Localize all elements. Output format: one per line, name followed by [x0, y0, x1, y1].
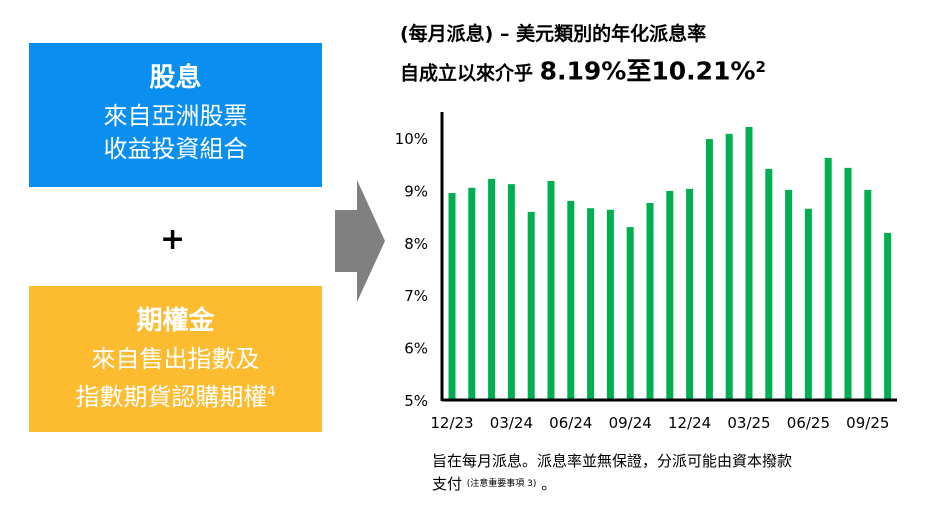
bar [646, 202, 654, 400]
premium-subtitle-1: 來自售出指數及 [91, 345, 260, 373]
footnote-line1: 旨在每月派息。派息率並無保證，分派可能由資本撥款 [432, 452, 793, 470]
bar [587, 208, 595, 400]
y-tick-label: 7% [404, 287, 428, 305]
x-tick-label: 06/25 [787, 414, 830, 432]
title-superscript: 2 [755, 58, 766, 76]
footnote-note: (注意重要事項 3) [466, 479, 537, 489]
premium-title: 期權金 [136, 306, 215, 336]
bar [725, 133, 733, 401]
bar [844, 167, 852, 400]
bar [686, 188, 694, 400]
footnote-end: 。 [536, 475, 557, 493]
bar [606, 209, 614, 400]
bar [785, 189, 793, 400]
chart-title-line2: 自成立以來介乎 8.19%至10.21%2 [400, 51, 766, 90]
x-tick-label: 03/25 [727, 414, 770, 432]
bar [547, 180, 555, 400]
arrow-right-icon [335, 180, 385, 302]
dividend-box: 股息 來自亞洲股票 收益投資組合 [29, 43, 322, 187]
y-tick-label: 6% [404, 340, 428, 358]
bar [824, 157, 832, 400]
premium-subtitle-2-text: 指數期貨認購期權 [75, 383, 268, 411]
premium-box: 期權金 來自售出指數及 指數期貨認購期權4 [29, 286, 322, 432]
dividend-subtitle-1: 來自亞洲股票 [103, 102, 248, 130]
bar [448, 193, 456, 400]
bar [765, 168, 773, 400]
premium-subtitle-2: 指數期貨認購期權4 [29, 376, 322, 414]
x-tick-label: 03/24 [490, 414, 533, 432]
y-tick-label: 9% [404, 182, 428, 200]
y-tick-label: 10% [395, 130, 428, 148]
bar [745, 126, 753, 400]
dividend-title: 股息 [149, 63, 202, 93]
y-tick-label: 8% [404, 235, 428, 253]
bar [705, 139, 713, 400]
bar [567, 200, 575, 400]
x-tick-label: 06/24 [549, 414, 592, 432]
chart-title-line1: (每月派息) – 美元類別的年化派息率 [400, 23, 707, 45]
bar [626, 227, 634, 400]
y-tick-label: 5% [404, 392, 428, 410]
bar [884, 232, 892, 400]
chart-title: (每月派息) – 美元類別的年化派息率 自成立以來介乎 8.19%至10.21%… [400, 18, 766, 90]
title-prefix: 自成立以來介乎 [400, 62, 540, 85]
x-tick-label: 09/24 [609, 414, 652, 432]
footnote-marker: 4 [267, 385, 276, 400]
bar [527, 211, 535, 400]
dividend-subtitle-2: 收益投資組合 [103, 135, 248, 163]
bar [468, 187, 476, 400]
title-range: 8.19%至10.21% [539, 56, 756, 86]
bar [488, 178, 496, 400]
x-tick-label: 09/25 [846, 414, 889, 432]
footnote-line2: 支付 (注意重要事項 3) 。 [432, 473, 792, 496]
bar [864, 189, 872, 400]
footnote: 旨在每月派息。派息率並無保證，分派可能由資本撥款 支付 (注意重要事項 3) 。 [432, 450, 792, 496]
plus-sign: + [160, 222, 186, 257]
footnote-line2-text: 支付 [432, 475, 463, 493]
x-tick-label: 12/24 [668, 414, 711, 432]
x-tick-label: 12/23 [430, 414, 473, 432]
bar [804, 208, 812, 400]
bar [507, 184, 515, 400]
bar [666, 190, 674, 400]
